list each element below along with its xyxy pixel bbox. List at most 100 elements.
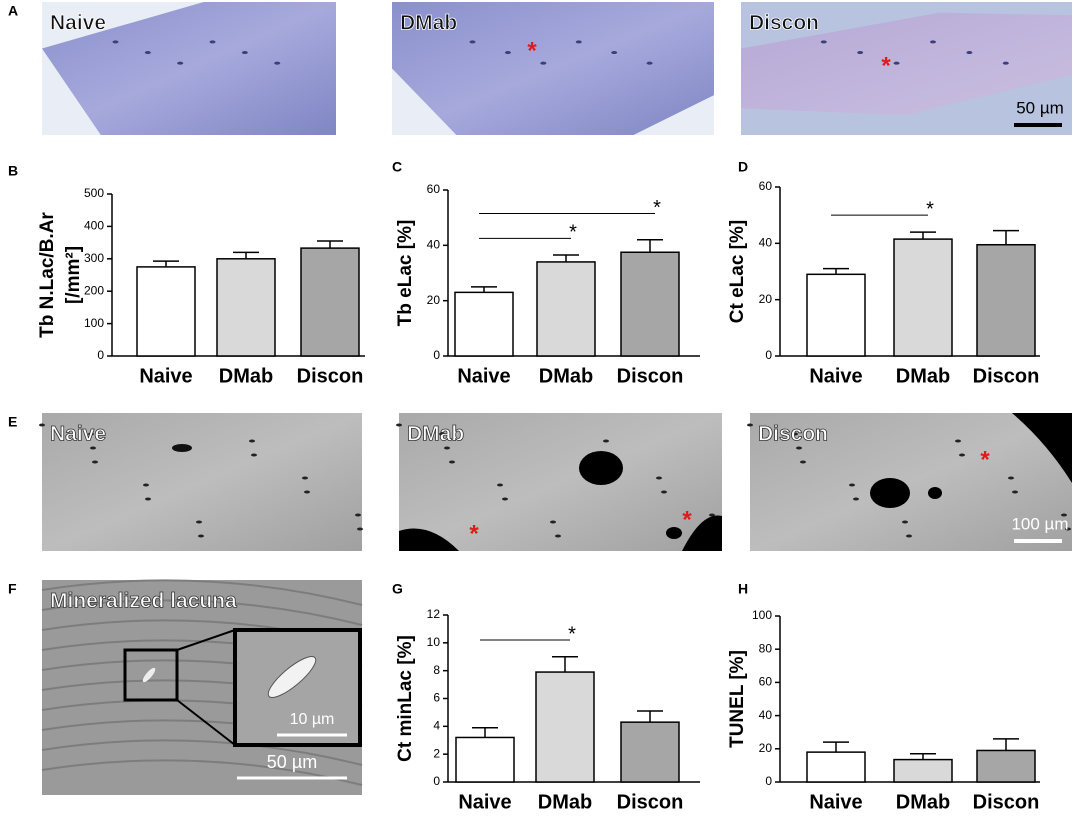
mineralized-lacuna <box>142 667 156 683</box>
lacuna <box>893 61 900 65</box>
lacuna <box>198 534 204 538</box>
lacuna <box>449 460 455 464</box>
significance-star: * <box>926 198 934 220</box>
significance-star: * <box>568 623 576 645</box>
roi-box <box>123 648 179 702</box>
texture <box>41 579 363 606</box>
x-tick-label: Naive <box>139 365 192 387</box>
panel-letter: B <box>8 163 18 179</box>
scale-label: 50 µm <box>267 752 317 772</box>
lacuna <box>177 61 184 65</box>
y-tick-label: 60 <box>427 182 441 196</box>
lacuna <box>656 476 662 480</box>
y-tick-label: 100 <box>752 608 772 622</box>
inset-scale-label: 10 µm <box>290 711 335 728</box>
lacuna <box>661 490 667 494</box>
x-tick-label: DMab <box>539 365 593 387</box>
red-asterisk: * <box>980 446 990 473</box>
y-tick-label: 20 <box>759 741 773 755</box>
lacuna <box>469 40 476 44</box>
lacuna <box>929 40 936 44</box>
bar <box>216 258 276 357</box>
void <box>682 515 722 551</box>
image-title: Discon <box>758 423 828 446</box>
lacuna <box>396 423 402 427</box>
lacuna <box>966 51 973 55</box>
lacuna <box>902 520 908 524</box>
bone-tissue <box>42 2 336 135</box>
bar <box>976 243 1036 357</box>
y-tick-label: 200 <box>84 283 104 297</box>
canal <box>870 478 910 508</box>
y-tick-label: 100 <box>84 316 104 330</box>
inset <box>233 628 362 747</box>
panel-letter: F <box>8 581 17 597</box>
x-tick-label: Naive <box>809 791 862 813</box>
image-title: Naive <box>50 423 106 446</box>
texture <box>41 599 363 626</box>
lacuna <box>504 51 511 55</box>
y-tick-label: 8 <box>433 663 440 677</box>
texture <box>41 759 363 786</box>
canal <box>172 444 192 452</box>
panel-letter: C <box>392 159 402 175</box>
y-tick-label: 40 <box>759 236 773 250</box>
canal <box>666 527 682 539</box>
lacuna <box>249 439 255 443</box>
lacuna <box>39 423 45 427</box>
y-tick-label: 10 <box>427 635 441 649</box>
x-tick-label: Discon <box>297 365 364 387</box>
y-tick-label: 80 <box>759 641 773 655</box>
lacuna <box>88 432 94 436</box>
y-tick-label: 12 <box>427 607 441 621</box>
panel-letter: D <box>738 159 748 175</box>
red-asterisk: * <box>527 37 537 64</box>
bar <box>455 736 515 783</box>
sem-background <box>750 413 1072 551</box>
image-title: Mineralized lacuna <box>50 590 237 613</box>
significance-star: * <box>569 222 577 244</box>
void <box>1012 413 1072 483</box>
lacuna <box>497 483 503 487</box>
sem-background <box>399 413 722 551</box>
lacuna <box>1008 476 1014 480</box>
lacuna <box>1065 527 1071 531</box>
lacuna <box>304 490 310 494</box>
x-tick-label: Naive <box>458 791 511 813</box>
lacuna <box>1002 61 1009 65</box>
red-asterisk: * <box>881 52 891 79</box>
lacuna <box>144 51 151 55</box>
canal <box>579 451 623 485</box>
image-title: Naive <box>50 12 106 35</box>
bar <box>454 291 514 357</box>
lacuna <box>800 460 806 464</box>
bar <box>976 749 1036 783</box>
x-tick-label: Discon <box>973 791 1040 813</box>
lacuna <box>906 534 912 538</box>
lacuna <box>796 446 802 450</box>
y-tick-label: 6 <box>433 691 440 705</box>
bar <box>620 721 680 783</box>
lacuna <box>274 61 281 65</box>
lacuna <box>357 527 363 531</box>
lacuna <box>196 520 202 524</box>
panel-letter: E <box>8 414 17 430</box>
panel-letter: H <box>738 581 748 597</box>
lacuna <box>550 520 556 524</box>
y-tick-label: 20 <box>759 292 773 306</box>
x-tick-label: DMab <box>219 365 273 387</box>
lacuna <box>555 534 561 538</box>
y-tick-label: 4 <box>433 719 440 733</box>
image-title: Discon <box>749 12 819 35</box>
lacuna <box>444 446 450 450</box>
lacuna <box>1061 513 1067 517</box>
bar <box>536 261 596 357</box>
bar <box>620 251 680 357</box>
lacuna <box>857 51 864 55</box>
scale-label: 100 µm <box>1011 514 1068 533</box>
bar <box>806 751 866 783</box>
y-tick-label: 2 <box>433 746 440 760</box>
lacuna <box>145 497 151 501</box>
y-tick-label: 400 <box>84 219 104 233</box>
